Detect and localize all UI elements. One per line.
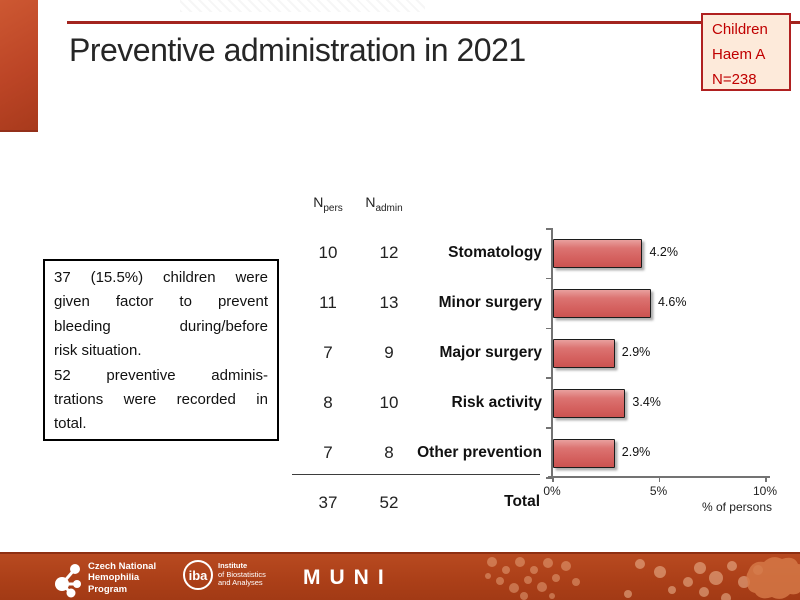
col-header-nadmin-sub: admin bbox=[375, 202, 403, 214]
bar bbox=[553, 338, 615, 368]
col-header-npers-sub: pers bbox=[323, 202, 343, 214]
iba-line: of Biostatistics bbox=[218, 569, 266, 579]
total-label: Total bbox=[504, 493, 540, 510]
note-line: trations were recorded in bbox=[54, 391, 268, 409]
npers-value: 10 bbox=[318, 243, 338, 262]
y-axis-tick bbox=[546, 228, 552, 230]
note-line: 37 (15.5%) children were bbox=[54, 269, 268, 286]
badge-line-children: Children bbox=[712, 21, 768, 38]
czech-map-silhouette bbox=[746, 557, 800, 599]
note-line: 52 preventive adminis- bbox=[54, 366, 268, 384]
x-tick-label: 5% bbox=[649, 484, 668, 498]
iba-acronym: iba bbox=[188, 567, 208, 583]
nadmin-value: 12 bbox=[379, 243, 399, 262]
npers-value: 7 bbox=[323, 443, 333, 462]
bar-value-label: 2.9% bbox=[621, 445, 651, 459]
bar-value-label: 3.4% bbox=[632, 395, 661, 409]
accent-bar bbox=[0, 0, 38, 132]
footer: Czech National Hemophilia Program iba In… bbox=[0, 552, 800, 600]
nadmin-value: 8 bbox=[384, 443, 394, 462]
note-line: risk situation. bbox=[54, 342, 142, 360]
x-tick-label: 10% bbox=[752, 484, 778, 498]
category-label: Risk activity bbox=[451, 394, 542, 411]
nadmin-value: 13 bbox=[379, 293, 399, 312]
note-line: bleeding during/before bbox=[54, 317, 268, 335]
note-line: total. bbox=[54, 415, 87, 433]
muni-logo: MUNI bbox=[303, 566, 393, 589]
iba-name: Institute of Biostatistics and Analyses bbox=[218, 562, 266, 588]
col-header-npers-base: N bbox=[313, 194, 324, 210]
iba-line: and Analyses bbox=[218, 578, 263, 588]
npers-value: 8 bbox=[323, 393, 333, 412]
title-rule bbox=[67, 21, 800, 24]
cnhp-line: Hemophilia bbox=[88, 572, 140, 584]
category-label: Stomatology bbox=[448, 244, 542, 261]
note-line: given factor to prevent bbox=[54, 293, 268, 311]
total-divider bbox=[292, 474, 540, 475]
iba-circle-icon: iba bbox=[183, 560, 213, 590]
iba-logo: iba Institute of Biostatistics and Analy… bbox=[183, 560, 266, 590]
total-npers: 37 bbox=[318, 493, 338, 512]
bar bbox=[553, 438, 615, 468]
cnhp-line: Czech National bbox=[88, 560, 157, 572]
bar bbox=[553, 238, 643, 268]
page-title: Preventive administration in 2021 bbox=[69, 32, 526, 68]
bar bbox=[553, 388, 626, 418]
badge-line-n: N=238 bbox=[712, 71, 757, 88]
population-badge: Children Haem A N=238 bbox=[701, 13, 791, 91]
x-axis-tick bbox=[552, 477, 554, 482]
bar-value-label: 4.2% bbox=[649, 245, 678, 259]
molecule-pattern bbox=[485, 557, 763, 600]
col-header-npers: Npers bbox=[300, 194, 356, 214]
category-label: Major surgery bbox=[439, 344, 542, 361]
x-tick-label: 0% bbox=[543, 484, 561, 498]
y-axis-tick bbox=[546, 377, 552, 379]
total-nadmin: 52 bbox=[379, 493, 399, 512]
npers-value: 11 bbox=[319, 293, 337, 312]
y-axis bbox=[551, 228, 553, 477]
cnhp-line: Program bbox=[88, 583, 128, 595]
y-axis-tick bbox=[546, 477, 552, 479]
x-axis bbox=[548, 476, 770, 478]
x-axis-tick bbox=[765, 477, 767, 482]
col-header-nadmin-base: N bbox=[365, 194, 376, 210]
nadmin-value: 10 bbox=[379, 393, 399, 412]
npers-value: 7 bbox=[323, 343, 333, 362]
col-header-nadmin: Nadmin bbox=[356, 194, 412, 214]
cnhp-name: Czech National Hemophilia Program bbox=[88, 561, 156, 596]
iba-line: Institute bbox=[218, 561, 248, 571]
category-label: Other prevention bbox=[417, 444, 542, 461]
nadmin-value: 9 bbox=[384, 343, 394, 362]
y-axis-tick bbox=[546, 277, 552, 280]
y-axis-tick bbox=[546, 427, 552, 429]
top-pattern bbox=[180, 0, 425, 12]
bar-value-label: 4.6% bbox=[657, 295, 687, 309]
note-box: 37 (15.5%) children were given factor to … bbox=[43, 259, 279, 441]
x-axis-title: % of persons bbox=[701, 500, 772, 514]
y-axis-tick bbox=[546, 327, 552, 330]
bar bbox=[553, 288, 651, 318]
badge-line-haem: Haem A bbox=[712, 46, 766, 63]
category-label: Minor surgery bbox=[438, 294, 542, 311]
bar-value-label: 2.9% bbox=[621, 345, 651, 359]
x-axis-tick bbox=[658, 477, 660, 482]
cnhp-logo: Czech National Hemophilia Program bbox=[54, 558, 156, 598]
molecule-icon bbox=[55, 564, 81, 598]
